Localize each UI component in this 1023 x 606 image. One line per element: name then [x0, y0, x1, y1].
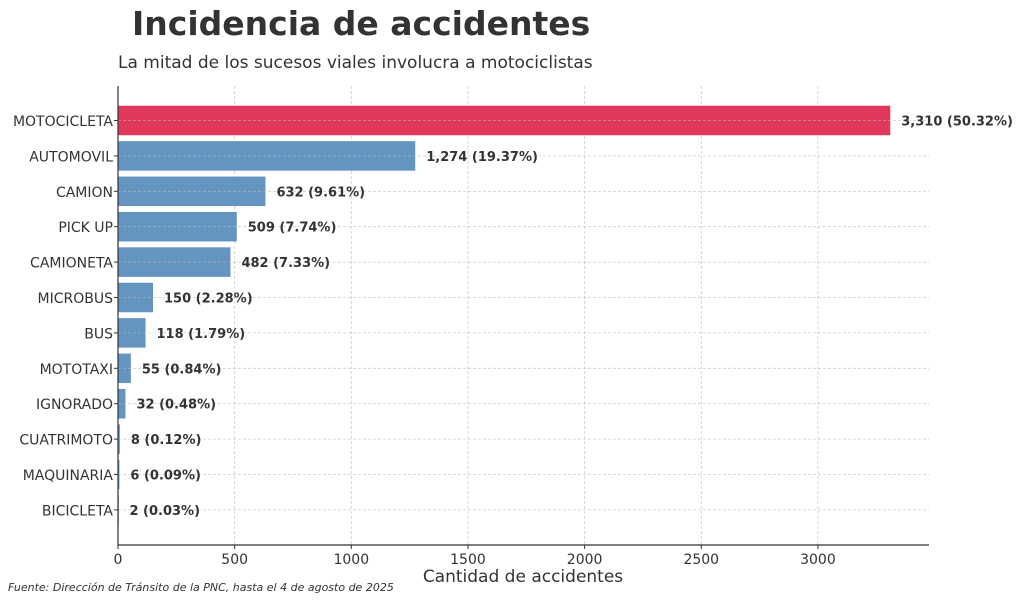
- horizontal-grid: [118, 120, 929, 511]
- y-tick-label: CUATRIMOTO: [19, 433, 113, 449]
- data-label: 3,310 (50.32%): [901, 115, 1013, 130]
- bar-ignorado: [118, 388, 126, 419]
- bars: [118, 105, 891, 525]
- y-tick-label: MOTOCICLETA: [13, 114, 113, 130]
- x-tick-label: 1500: [450, 552, 486, 568]
- x-tick-label: 500: [221, 552, 248, 568]
- data-label: 482 (7.33%): [241, 256, 330, 271]
- y-tick-label: BUS: [84, 326, 113, 342]
- data-labels: 3,310 (50.32%) 1,274 (19.37%) 632 (9.61%) 5…: [129, 115, 1012, 519]
- data-label: 55 (0.84%): [142, 362, 222, 377]
- chart-title: Incidencia de accidentes: [132, 4, 590, 43]
- y-tick-label: MOTOTAXI: [40, 362, 113, 378]
- data-label: 6 (0.09%): [130, 469, 201, 484]
- y-axis-ticks: MOTOCICLETA AUTOMOVIL CAMION PICK UP CAMIONE…: [13, 114, 118, 519]
- x-tick-label: 2500: [683, 552, 719, 568]
- data-label: 509 (7.74%): [248, 221, 337, 236]
- data-label: 32 (0.48%): [136, 398, 216, 413]
- x-tick-label: 2000: [567, 552, 603, 568]
- y-tick-label: AUTOMOVIL: [29, 149, 113, 165]
- x-tick-label: 1000: [333, 552, 369, 568]
- data-label: 8 (0.12%): [131, 433, 202, 448]
- x-tick-label: 3000: [800, 552, 836, 568]
- data-label: 1,274 (19.37%): [426, 150, 538, 165]
- y-tick-label: CAMION: [56, 185, 113, 201]
- bar-bus: [118, 318, 146, 348]
- x-axis-ticks: 0 500 1000 1500 2000 2500 3000: [114, 545, 836, 568]
- data-label: 632 (9.61%): [276, 185, 365, 200]
- chart-subtitle: La mitad de los sucesos viales involucra…: [118, 53, 593, 73]
- y-tick-label: PICK UP: [58, 220, 113, 236]
- bar-pick-up: [118, 211, 237, 242]
- y-tick-label: BICICLETA: [42, 503, 114, 519]
- data-label: 2 (0.03%): [129, 504, 200, 519]
- y-tick-label: IGNORADO: [36, 397, 113, 413]
- source-note: Fuente: Dirección de Tránsito de la PNC,…: [8, 581, 394, 594]
- y-tick-label: MICROBUS: [38, 291, 114, 307]
- y-tick-label: MAQUINARIA: [23, 468, 114, 484]
- y-tick-label: CAMIONETA: [30, 256, 113, 272]
- x-axis-label: Cantidad de accidentes: [423, 567, 623, 587]
- data-label: 150 (2.28%): [164, 292, 253, 307]
- x-tick-label: 0: [114, 552, 123, 568]
- data-label: 118 (1.79%): [157, 327, 246, 342]
